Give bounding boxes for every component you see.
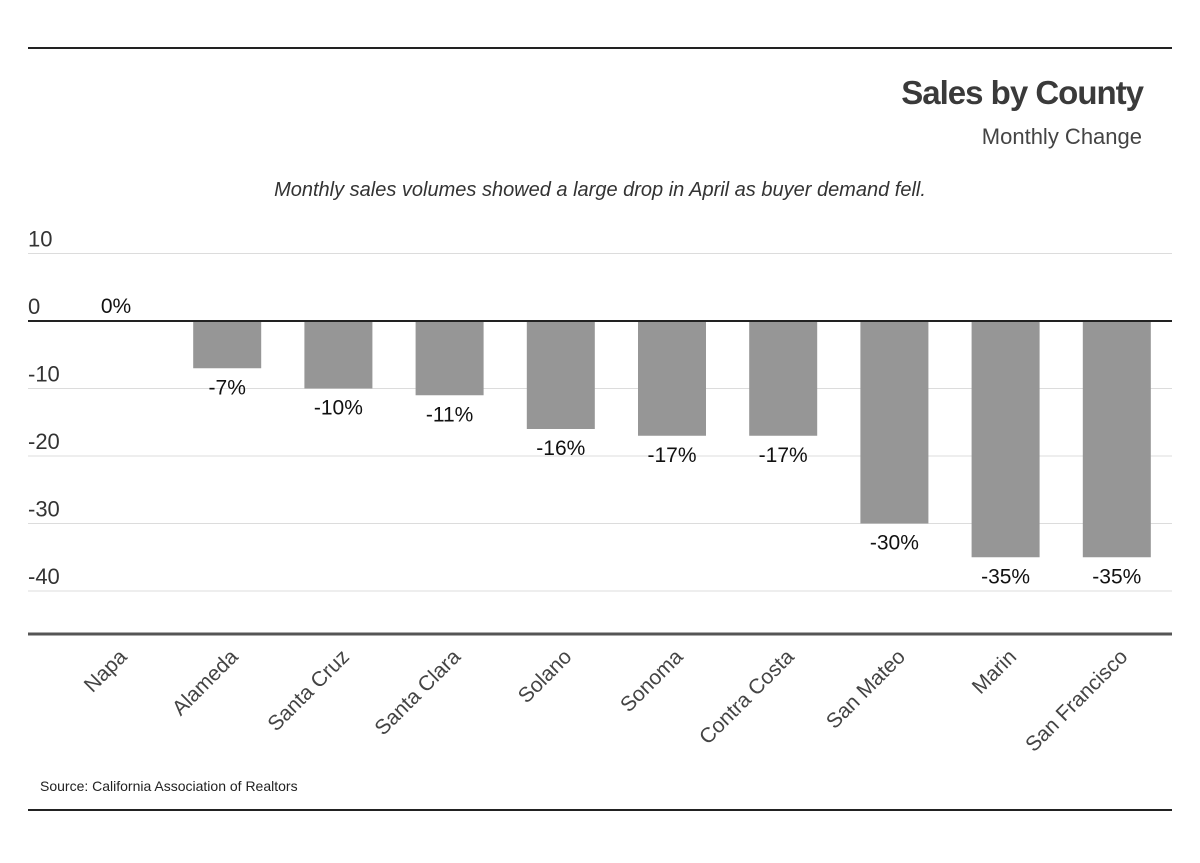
x-tick-label: San Francisco xyxy=(1021,645,1132,756)
chart-title: Sales by County xyxy=(901,74,1144,111)
data-label: -35% xyxy=(1092,565,1141,588)
y-tick-label: -20 xyxy=(28,429,60,454)
data-label: -16% xyxy=(536,437,585,460)
data-label: 0% xyxy=(101,295,131,318)
x-tick-label: Sonoma xyxy=(616,645,688,717)
x-tick-label: San Mateo xyxy=(822,645,910,733)
chart-caption: Monthly sales volumes showed a large dro… xyxy=(274,179,926,201)
x-tick-label: Santa Clara xyxy=(370,645,465,740)
x-tick-label: Contra Costa xyxy=(695,645,799,749)
x-tick-label: Alameda xyxy=(168,645,243,720)
top-rule xyxy=(28,47,1172,49)
bar xyxy=(526,321,595,429)
x-tick-label: Napa xyxy=(80,645,132,697)
data-label: -11% xyxy=(426,403,473,426)
bar xyxy=(971,321,1040,558)
data-label: -7% xyxy=(209,376,246,399)
y-tick-label: 10 xyxy=(28,227,52,252)
chart-subtitle: Monthly Change xyxy=(981,124,1142,149)
bar xyxy=(415,321,484,396)
bar xyxy=(860,321,929,524)
data-label: -30% xyxy=(870,532,919,555)
bar xyxy=(193,321,262,369)
x-tick-label: Solano xyxy=(514,645,577,708)
data-label: -17% xyxy=(647,444,696,467)
y-tick-label: -40 xyxy=(28,564,60,589)
x-tick-label: Santa Cruz xyxy=(263,645,354,736)
bar xyxy=(1082,321,1151,558)
data-label: -35% xyxy=(981,565,1030,588)
data-label: -17% xyxy=(759,444,808,467)
x-tick-label: Marin xyxy=(968,645,1021,698)
y-tick-label: -30 xyxy=(28,497,60,522)
y-tick-label: -10 xyxy=(28,362,60,387)
source-note: Source: California Association of Realto… xyxy=(40,778,298,794)
bar xyxy=(304,321,373,389)
bottom-rule xyxy=(28,809,1172,811)
bar xyxy=(638,321,706,436)
bar xyxy=(749,321,818,436)
y-tick-label: 0 xyxy=(28,294,40,319)
data-label: -10% xyxy=(314,397,363,420)
